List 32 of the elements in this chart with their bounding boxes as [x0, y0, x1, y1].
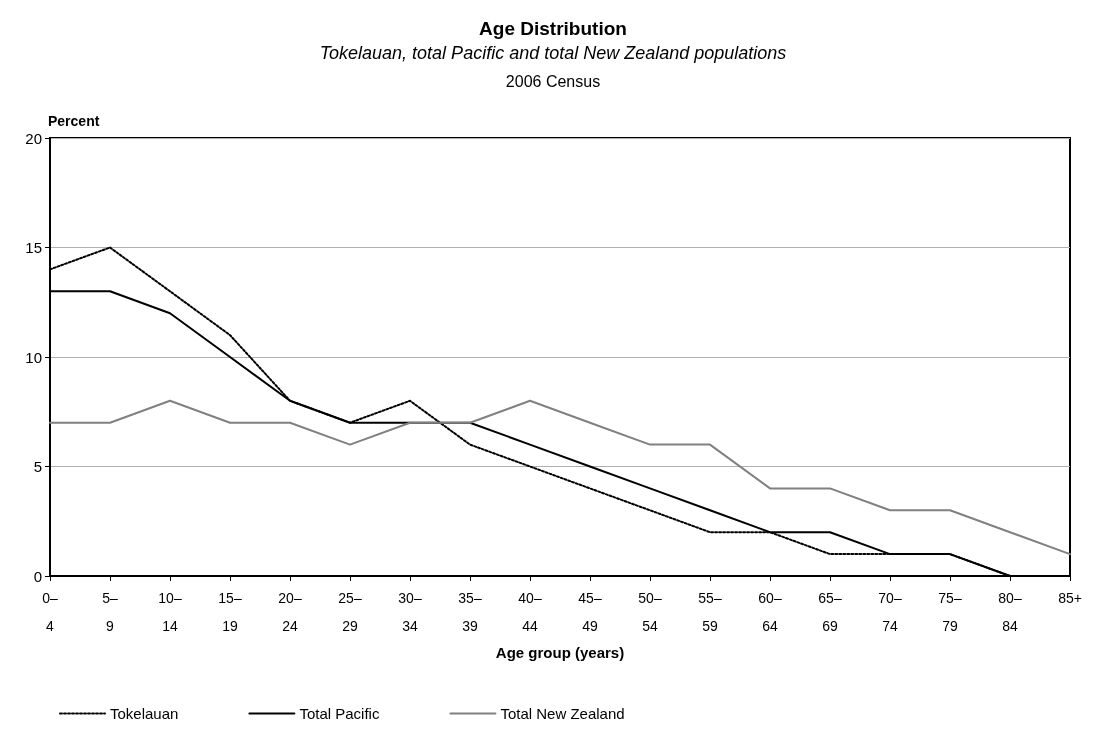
x-tick-label: 30–34 — [398, 590, 422, 634]
y-axis-title: Percent — [48, 113, 100, 129]
text: 2006 Census — [505, 72, 601, 90]
y-tick-label: 0 — [33, 567, 42, 585]
x-tick-label: 55–59 — [698, 590, 722, 634]
x-tick-label: 65–69 — [818, 590, 842, 634]
x-tick-label: 60–64 — [758, 590, 782, 634]
x-tick-label: 40–44 — [518, 590, 542, 634]
x-tick-label: 85+ — [1058, 590, 1082, 606]
x-tick-label: 10–14 — [158, 590, 182, 634]
chart-title: Age Distribution — [479, 18, 627, 39]
x-tick-label: 5–9 — [102, 590, 118, 634]
x-tick-label: 70–74 — [878, 590, 902, 634]
x-tick-label: 75–79 — [938, 590, 962, 634]
legend-label: Total New Zealand — [500, 705, 625, 722]
y-tick-label: 5 — [33, 458, 42, 475]
x-tick-label: 50–54 — [638, 590, 662, 634]
line-series — [49, 399, 1071, 556]
y-tick-label: 20 — [25, 129, 42, 147]
legend-label: Tokelauan — [110, 705, 179, 722]
x-axis-title: Age group (years) — [495, 643, 625, 661]
x-tick-label: 25–29 — [338, 590, 362, 634]
x-tick-label: 45–49 — [578, 590, 602, 634]
y-tick-label: 10 — [25, 348, 42, 366]
x-tick-label: 0–4 — [42, 590, 58, 634]
y-tick-label: 15 — [25, 239, 42, 256]
x-tick-label: 80–84 — [998, 590, 1022, 634]
x-tick-label: 20–24 — [278, 590, 302, 634]
x-tick-label: 15–19 — [218, 590, 242, 634]
x-tick-label: 35–39 — [458, 590, 482, 634]
legend-label: Total Pacific — [299, 705, 380, 722]
chart-subtitle: Tokelauan, total Pacific and total New Zealand populations — [319, 43, 787, 63]
